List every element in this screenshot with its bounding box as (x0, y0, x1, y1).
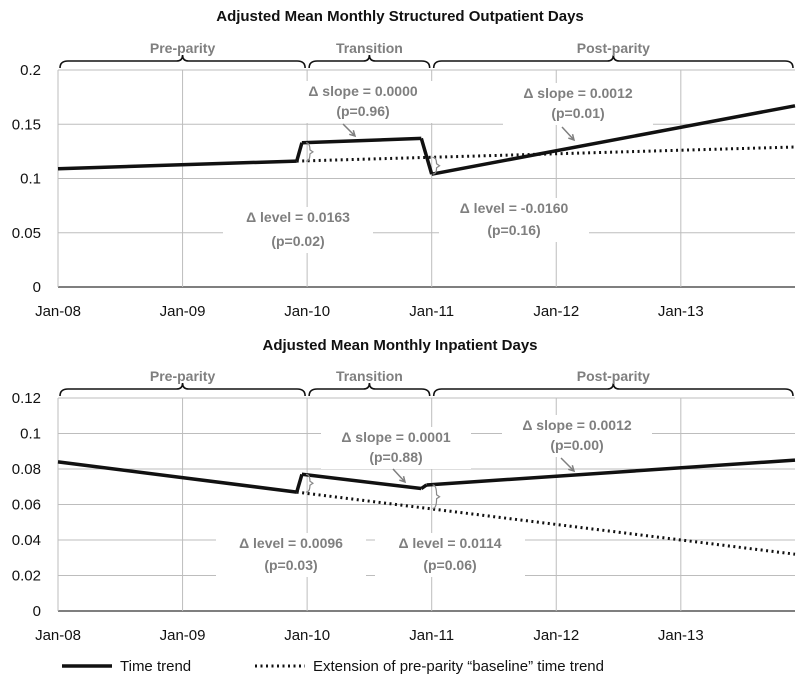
x-tick-label: Jan-10 (284, 627, 330, 644)
y-tick-label: 0.06 (12, 497, 41, 514)
annotation-level-transition-value: Δ level = 0.0096 (239, 535, 343, 551)
period-label: Post-parity (577, 368, 650, 384)
annotation-background (502, 415, 652, 457)
level-change-brace (432, 156, 441, 175)
x-tick-label: Jan-13 (658, 627, 704, 644)
annotation-level-post-value: Δ level = 0.0114 (398, 535, 501, 551)
x-tick-label: Jan-10 (284, 303, 330, 320)
legend-baseline-label: Extension of pre-parity “baseline” time … (313, 658, 604, 675)
annotation-level-transition-value: Δ level = 0.0163 (246, 209, 350, 225)
period-brace (308, 54, 431, 69)
period-brace (59, 54, 306, 69)
annotation-background (375, 533, 525, 577)
annotation-arrow (560, 457, 575, 472)
x-tick-label: Jan-11 (409, 303, 454, 320)
time-trend-jump (295, 142, 304, 162)
y-tick-label: 0.08 (12, 461, 41, 478)
annotation-background (216, 533, 366, 577)
x-tick-label: Jan-08 (35, 627, 81, 644)
y-tick-label: 0.02 (12, 568, 41, 585)
x-tick-label: Jan-08 (35, 303, 81, 320)
time-trend-jump (295, 473, 304, 493)
annotation-arrowhead (568, 133, 576, 142)
annotation-level-post-pvalue: (p=0.16) (487, 222, 540, 238)
time-trend-line (301, 136, 422, 145)
annotation-arrow (561, 126, 575, 141)
legend-time-trend-label: Time trend (120, 658, 191, 675)
chart-title: Adjusted Mean Monthly Inpatient Days (262, 337, 537, 354)
time-trend-line (426, 458, 796, 487)
time-trend-line (57, 460, 297, 494)
x-tick-label: Jan-11 (409, 627, 454, 644)
period-brace (59, 382, 306, 397)
annotation-background (503, 83, 653, 125)
period-brace (432, 382, 794, 397)
time-trend-jump (419, 137, 434, 175)
x-tick-label: Jan-13 (658, 303, 704, 320)
x-tick-label: Jan-12 (533, 627, 579, 644)
y-tick-label: 0 (33, 603, 41, 620)
annotation-arrow (342, 123, 356, 137)
chart-outpatient-days: Adjusted Mean Monthly Structured Outpati… (12, 8, 796, 320)
annotation-level-transition-pvalue: (p=0.03) (264, 557, 317, 573)
y-tick-label: 0.2 (20, 62, 41, 79)
period-label: Transition (336, 40, 403, 56)
chart-inpatient-days: Adjusted Mean Monthly Inpatient Days 0 0.0… (12, 337, 796, 644)
y-tick-label: 0.04 (12, 532, 41, 549)
period-brace (432, 54, 794, 69)
x-tick-label: Jan-12 (533, 303, 579, 320)
baseline-trend-line (296, 145, 796, 163)
baseline-trend-line (296, 490, 796, 556)
annotation-level-post-pvalue: (p=0.06) (423, 557, 476, 573)
annotation-slope-post-value: Δ slope = 0.0012 (522, 417, 632, 433)
annotation-slope-transition-pvalue: (p=0.88) (369, 449, 422, 465)
time-trend-jump (420, 483, 428, 490)
annotation-arrowhead (568, 465, 576, 473)
annotation-slope-post-pvalue: (p=0.01) (551, 105, 604, 121)
period-label: Transition (336, 368, 403, 384)
level-change-brace (305, 473, 315, 493)
annotation-arrowhead (399, 475, 407, 484)
y-tick-label: 0.1 (20, 171, 41, 188)
annotation-background (223, 207, 373, 253)
annotation-level-transition-pvalue: (p=0.02) (271, 233, 324, 249)
legend: Time trend Extension of pre-parity “base… (62, 658, 604, 675)
annotation-slope-transition-value: Δ slope = 0.0001 (341, 429, 451, 445)
annotation-slope-transition-pvalue: (p=0.96) (336, 103, 389, 119)
annotation-background (439, 198, 589, 242)
level-change-brace (432, 484, 441, 510)
annotation-arrow (392, 468, 406, 483)
annotation-background (321, 427, 471, 469)
x-tick-label: Jan-09 (160, 627, 206, 644)
annotation-level-post-value: Δ level = -0.0160 (460, 200, 569, 216)
y-tick-label: 0.05 (12, 225, 41, 242)
time-trend-line (301, 472, 422, 491)
period-brace (308, 382, 431, 397)
y-tick-label: 0.1 (20, 426, 41, 443)
period-label: Pre-parity (150, 40, 216, 56)
time-trend-line (57, 159, 297, 171)
annotation-slope-transition-value: Δ slope = 0.0000 (308, 83, 418, 99)
period-label: Pre-parity (150, 368, 216, 384)
x-tick-label: Jan-09 (160, 303, 206, 320)
time-trend-line (431, 104, 796, 176)
period-label: Post-parity (577, 40, 650, 56)
annotation-slope-post-value: Δ slope = 0.0012 (523, 85, 633, 101)
annotation-slope-post-pvalue: (p=0.00) (550, 437, 603, 453)
y-tick-label: 0.15 (12, 116, 41, 133)
y-tick-label: 0.12 (12, 390, 41, 407)
y-tick-label: 0 (33, 279, 41, 296)
annotation-arrowhead (349, 130, 357, 138)
level-change-brace (305, 142, 315, 162)
annotation-background (288, 81, 438, 123)
chart-title: Adjusted Mean Monthly Structured Outpati… (216, 8, 584, 25)
